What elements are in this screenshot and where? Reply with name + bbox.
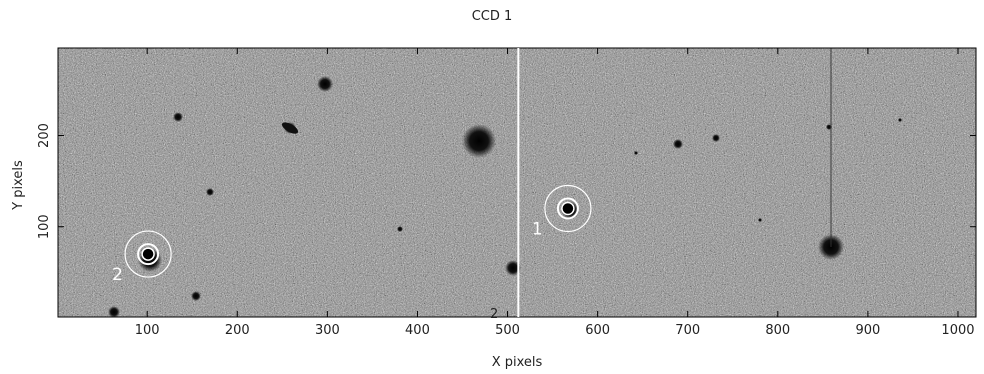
star-field: [108, 76, 902, 317]
x-tick-label: 200: [225, 323, 250, 338]
y-tick-label: 200: [37, 123, 52, 148]
x-tick-label: 800: [765, 323, 790, 338]
star: [108, 306, 120, 317]
x-tick-label: 700: [675, 323, 700, 338]
x-axis-label: X pixels: [492, 355, 543, 370]
x-tick-label: 400: [405, 323, 430, 338]
image-field: [58, 48, 976, 317]
y-tick-label: 100: [37, 214, 52, 239]
outer-ring: [124, 230, 172, 278]
y-axis-ticks: 100 200: [37, 123, 976, 239]
star: [173, 112, 183, 122]
y-axis-label: Y pixels: [11, 160, 26, 211]
target-label: 2: [112, 265, 123, 285]
star: [317, 76, 333, 92]
star: [634, 151, 638, 155]
chart-title: CCD 1: [472, 9, 513, 24]
star: [673, 139, 683, 149]
star: [712, 134, 720, 142]
inner-ring: [556, 197, 579, 220]
target-star: [561, 201, 575, 216]
outer-ring: [544, 184, 592, 233]
star: [826, 124, 832, 130]
star: [206, 188, 214, 196]
x-tick-label: 1000: [941, 323, 974, 338]
x-tick-label: 900: [855, 323, 880, 338]
corner-label: 2: [490, 307, 498, 322]
star: [758, 218, 762, 222]
plot-frame: [57, 47, 977, 318]
star: [462, 124, 496, 158]
star: [898, 118, 902, 122]
galaxy: [281, 122, 299, 134]
x-tick-label: 500: [495, 323, 520, 338]
x-axis-ticks: 100 200 300 400 500 600 700 800 900 1000: [135, 48, 975, 338]
target-star: [141, 247, 155, 261]
star: [191, 291, 201, 301]
x-tick-label: 100: [135, 323, 160, 338]
star: [397, 226, 403, 232]
x-tick-label: 600: [585, 323, 610, 338]
star: [818, 234, 844, 260]
x-tick-label: 300: [315, 323, 340, 338]
inner-ring: [137, 243, 160, 266]
star: [505, 260, 521, 276]
target-markers: 12: [112, 184, 592, 285]
target-label: 1: [532, 219, 543, 239]
